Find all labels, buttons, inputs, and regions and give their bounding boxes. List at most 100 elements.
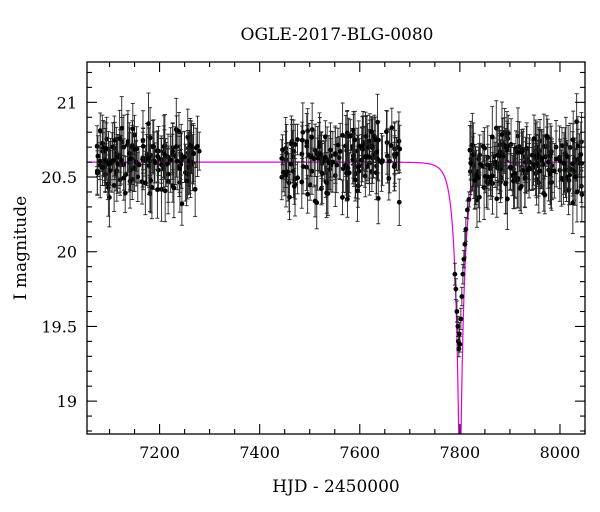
y-tick-label: 20 [57,243,77,262]
x-tick-labels: 7200 7400 7600 7800 8000 [139,443,580,462]
data-point [195,115,200,178]
data-marker [525,167,531,173]
data-point [126,122,132,185]
data-point [158,137,164,192]
data-point [97,112,103,149]
data-marker [396,199,402,205]
data-point [373,116,379,163]
data-marker [106,160,111,166]
data-marker [559,143,565,149]
data-point [561,132,567,195]
data-point [350,134,356,185]
data-marker [454,309,460,314]
data-marker [292,142,298,147]
data-marker [492,159,498,165]
data-marker [182,154,187,160]
data-marker [459,294,465,299]
data-point [323,139,328,175]
data-point [384,110,390,175]
data-marker [466,197,472,202]
data-marker [352,137,358,143]
data-marker [179,201,185,207]
data-point [503,153,508,214]
data-point [134,126,140,172]
data-point [340,102,345,169]
data-points-group [94,92,585,358]
data-marker [508,164,514,170]
data-marker [146,121,151,127]
data-marker [515,150,521,155]
data-marker [97,128,103,133]
x-tick-label: 7800 [440,443,481,462]
data-marker [328,147,333,153]
data-point [121,155,127,201]
data-marker [155,154,161,159]
data-marker [570,161,576,167]
data-marker [489,173,495,179]
data-point [359,127,365,165]
data-marker [322,134,328,140]
data-marker [187,143,193,149]
data-point [461,250,467,269]
data-point [368,116,374,148]
data-point [111,144,117,177]
data-marker [388,143,394,148]
data-point [191,125,197,182]
data-marker [126,151,132,156]
data-point [130,103,136,155]
data-marker [311,156,317,162]
data-point [366,129,372,185]
data-marker [130,126,136,132]
y-tick-label: 19 [57,392,77,411]
data-marker [154,187,160,193]
data-point [359,134,364,187]
data-marker [375,119,380,125]
data-marker [100,165,105,171]
axis-ticks-group [87,62,586,434]
data-marker [142,180,148,186]
data-marker [476,194,482,200]
data-marker [121,175,127,181]
data-marker [366,154,372,159]
x-tick-label: 8000 [540,443,581,462]
data-marker [168,157,174,163]
data-marker [305,128,311,134]
data-marker [389,125,395,131]
x-tick-label: 7600 [339,443,380,462]
data-point [466,191,472,208]
data-marker [286,180,292,186]
data-marker [299,137,305,143]
data-point [309,120,315,155]
data-marker [477,161,483,167]
data-point [383,110,389,154]
data-marker [105,181,111,187]
y-tick-label: 20.5 [41,168,77,187]
data-point [179,181,185,226]
data-marker [485,174,491,180]
data-point [299,121,305,159]
data-point [285,142,291,202]
data-marker [545,159,551,165]
data-marker [304,139,310,145]
data-marker [340,132,345,138]
data-marker [462,241,468,247]
data-marker [350,157,356,163]
data-point [117,109,123,168]
data-marker [323,154,328,160]
data-marker [456,331,462,337]
data-point [337,122,343,180]
data-marker [567,172,573,178]
data-point [112,121,118,159]
data-marker [578,152,584,157]
data-marker [519,149,524,155]
data-marker [518,183,524,189]
data-point [104,116,110,181]
data-marker [579,192,585,198]
data-marker [472,177,478,183]
data-marker [529,152,535,158]
data-marker [305,191,311,197]
data-marker [380,158,385,164]
data-point [463,216,469,242]
data-marker [111,157,117,163]
data-marker [146,155,152,161]
